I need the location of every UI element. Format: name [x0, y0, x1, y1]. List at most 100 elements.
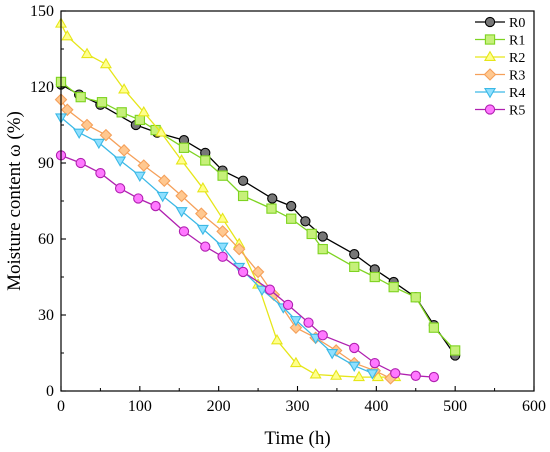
data-point	[256, 285, 269, 297]
data-point	[99, 57, 112, 69]
x-tick-label: 0	[57, 398, 65, 415]
data-point	[178, 142, 190, 153]
data-point	[289, 356, 302, 368]
y-tick-label: 30	[38, 307, 54, 324]
series-r0	[55, 79, 461, 361]
data-point	[270, 333, 284, 345]
data-point	[200, 241, 211, 252]
data-point	[217, 251, 228, 262]
legend-label: R4	[509, 86, 525, 101]
data-point	[317, 330, 328, 341]
data-point	[286, 200, 297, 212]
data-point	[61, 103, 74, 117]
legend-label: R2	[509, 51, 525, 66]
legend-marker	[484, 34, 496, 45]
legend-item-r1: R1	[475, 34, 525, 49]
data-point	[388, 281, 399, 293]
legend-marker	[483, 68, 497, 81]
y-axis-title: Moisture content ω (%)	[4, 111, 25, 291]
series-line-r3	[60, 99, 391, 379]
series-r4	[54, 113, 379, 380]
data-point	[428, 322, 440, 333]
axes-layer: 0 100 200 300 400 500 600 0 30 60 90 120 150	[30, 3, 546, 415]
series-line-r2	[60, 23, 396, 378]
data-point	[150, 200, 161, 212]
data-point	[286, 213, 297, 224]
data-point	[352, 370, 366, 382]
data-point	[196, 224, 209, 236]
legend-marker	[484, 104, 496, 115]
data-point	[237, 266, 249, 278]
series-r3	[54, 93, 397, 385]
x-axis-title: Time (h)	[264, 428, 330, 449]
data-point	[81, 47, 94, 59]
y-tick-label: 90	[38, 155, 54, 172]
data-point	[155, 126, 168, 137]
x-tick-label: 200	[207, 398, 231, 415]
y-tick-label: 0	[46, 383, 54, 400]
legend-item-r0: R0	[475, 16, 525, 31]
series-r2	[54, 17, 402, 382]
data-point	[237, 190, 249, 202]
y-tick-label: 120	[30, 79, 54, 96]
data-point	[369, 357, 380, 369]
data-point	[133, 171, 146, 183]
legend-marker	[483, 88, 497, 99]
data-point	[251, 265, 265, 279]
data-point	[237, 175, 249, 186]
legend-item-r2: R2	[475, 50, 525, 66]
data-point	[289, 321, 303, 334]
data-point	[282, 299, 294, 311]
data-point	[410, 370, 421, 381]
series-line-r0	[60, 83, 456, 356]
data-point	[137, 105, 150, 117]
legend: R0 R1 R2 R3 R4 R5	[475, 16, 525, 119]
data-point	[309, 368, 322, 379]
x-tick-label: 500	[443, 398, 467, 415]
data-point	[196, 181, 209, 193]
series-layer	[54, 17, 461, 385]
data-point	[116, 107, 127, 118]
data-point	[61, 29, 74, 41]
data-point	[317, 243, 328, 255]
data-point	[92, 138, 105, 150]
data-point	[306, 228, 317, 240]
data-point	[330, 369, 343, 380]
data-point	[195, 207, 208, 220]
y-tick-label: 150	[30, 3, 54, 20]
data-point	[75, 157, 86, 169]
data-point	[175, 154, 188, 165]
data-point	[369, 271, 380, 283]
data-point	[75, 91, 86, 103]
data-point	[156, 191, 169, 203]
data-point	[428, 371, 440, 383]
legend-label: R5	[509, 104, 525, 119]
data-point	[349, 342, 360, 354]
data-point	[289, 316, 302, 327]
data-point	[175, 207, 188, 218]
data-point	[200, 155, 211, 166]
data-point	[157, 174, 171, 188]
data-point	[390, 368, 401, 379]
data-point	[317, 231, 328, 242]
data-point	[134, 114, 145, 126]
legend-marker	[484, 16, 496, 28]
data-point	[232, 242, 246, 256]
data-point	[216, 212, 229, 223]
series-r1	[55, 76, 461, 356]
data-point	[410, 292, 421, 303]
series-line-r1	[60, 81, 456, 351]
data-point	[300, 216, 311, 227]
x-tick-label: 300	[286, 398, 310, 415]
data-point	[349, 249, 360, 260]
series-r5	[55, 150, 440, 383]
data-point	[348, 361, 361, 373]
data-point	[117, 144, 131, 157]
data-point	[137, 159, 151, 172]
legend-label: R0	[509, 16, 525, 31]
data-point	[99, 128, 113, 142]
data-point	[303, 317, 314, 328]
data-point	[133, 193, 144, 204]
